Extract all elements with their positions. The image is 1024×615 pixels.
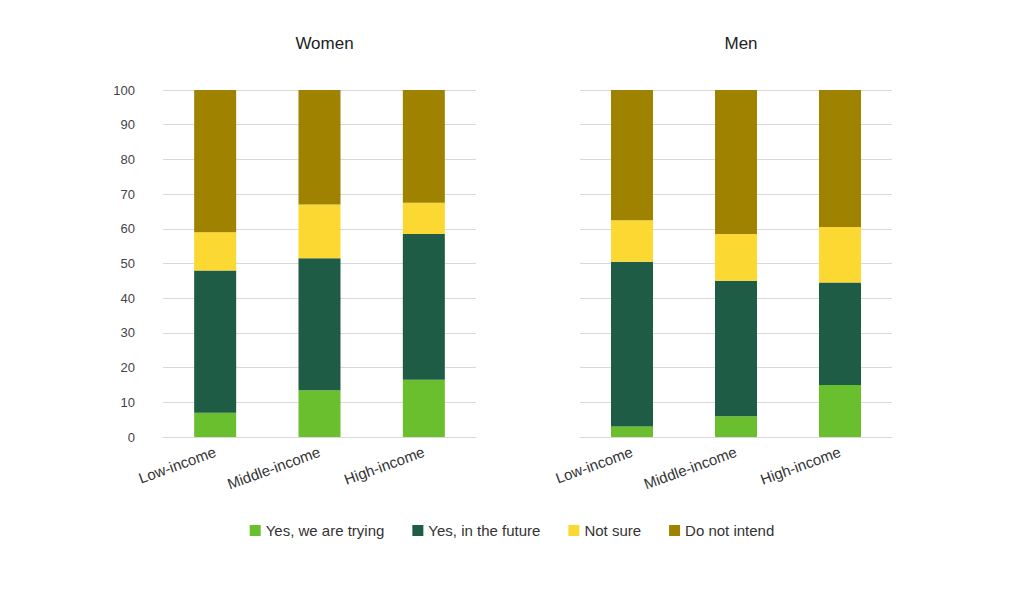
svg-text:30: 30 (121, 325, 135, 340)
svg-text:50: 50 (121, 256, 135, 271)
svg-text:70: 70 (121, 187, 135, 202)
svg-text:Middle-income: Middle-income (225, 443, 322, 492)
svg-text:40: 40 (121, 291, 135, 306)
svg-text:Yes, we are trying: Yes, we are trying (266, 522, 385, 539)
svg-text:80: 80 (121, 152, 135, 167)
svg-text:20: 20 (121, 360, 135, 375)
svg-text:High-income: High-income (758, 443, 843, 488)
svg-text:Not sure: Not sure (584, 522, 641, 539)
svg-text:60: 60 (121, 221, 135, 236)
svg-text:Men: Men (724, 34, 757, 53)
svg-text:Low-income: Low-income (136, 443, 218, 487)
svg-text:0: 0 (128, 430, 135, 445)
svg-text:Low-income: Low-income (553, 443, 635, 487)
svg-text:Yes, in the future: Yes, in the future (428, 522, 540, 539)
svg-text:10: 10 (121, 395, 135, 410)
svg-text:High-income: High-income (342, 443, 427, 488)
svg-text:90: 90 (121, 117, 135, 132)
svg-text:Do not intend: Do not intend (685, 522, 774, 539)
svg-text:100: 100 (113, 83, 135, 98)
svg-text:Women: Women (295, 34, 353, 53)
svg-text:Middle-income: Middle-income (641, 443, 738, 492)
